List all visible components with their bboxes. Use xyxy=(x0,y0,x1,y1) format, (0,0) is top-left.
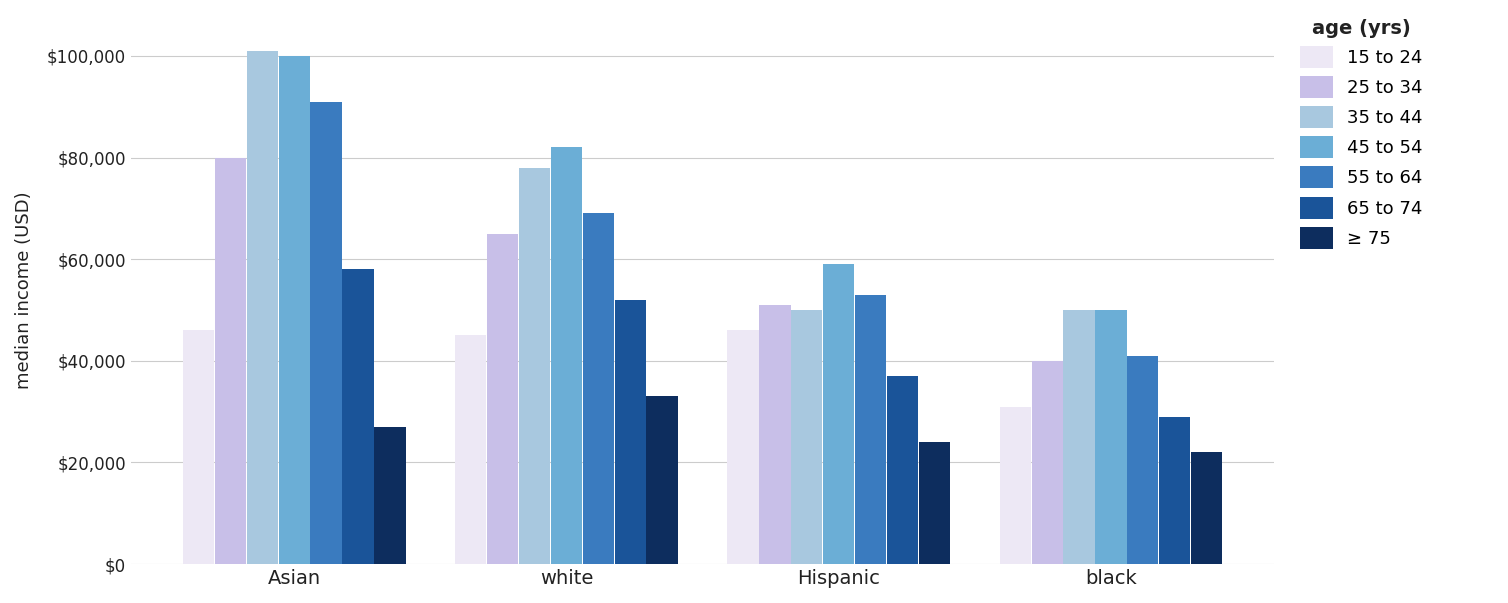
Bar xyxy=(792,310,822,564)
Bar xyxy=(918,442,950,564)
Legend: 15 to 24, 25 to 34, 35 to 44, 45 to 54, 55 to 64, 65 to 74, ≥ 75: 15 to 24, 25 to 34, 35 to 44, 45 to 54, … xyxy=(1295,13,1428,254)
Bar xyxy=(1031,361,1063,564)
Bar xyxy=(1160,417,1190,564)
Bar xyxy=(247,51,277,564)
Bar xyxy=(342,270,374,564)
Bar xyxy=(519,168,550,564)
Bar xyxy=(1126,356,1158,564)
Bar xyxy=(647,396,677,564)
Bar xyxy=(214,157,246,564)
Bar xyxy=(887,376,918,564)
Bar xyxy=(1095,310,1126,564)
Y-axis label: median income (USD): median income (USD) xyxy=(15,191,33,388)
Bar xyxy=(727,330,759,564)
Bar xyxy=(455,335,487,564)
Bar xyxy=(279,56,309,564)
Bar xyxy=(487,234,519,564)
Bar xyxy=(615,300,645,564)
Bar xyxy=(374,427,406,564)
Bar xyxy=(759,305,790,564)
Bar xyxy=(311,102,342,564)
Bar xyxy=(1000,406,1031,564)
Bar xyxy=(182,330,214,564)
Bar xyxy=(1063,310,1095,564)
Bar xyxy=(550,147,582,564)
Bar xyxy=(582,213,614,564)
Bar xyxy=(855,295,887,564)
Bar xyxy=(1191,452,1221,564)
Bar xyxy=(823,264,855,564)
